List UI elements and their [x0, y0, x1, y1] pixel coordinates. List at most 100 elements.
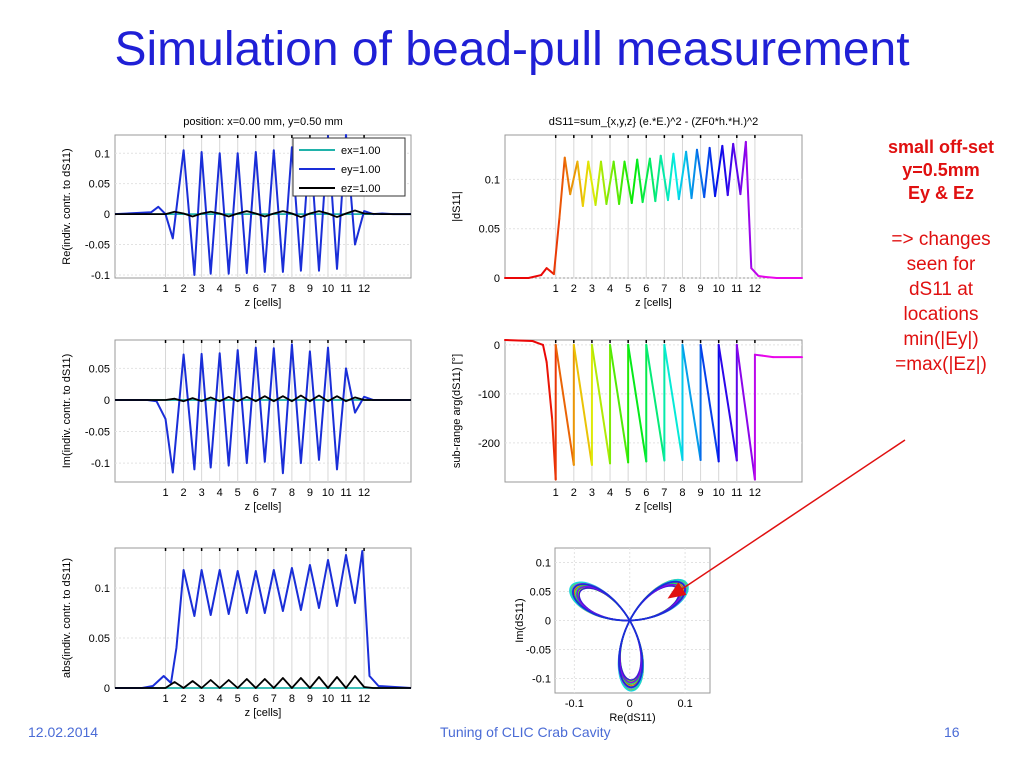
x-tick-label: 5 [235, 693, 241, 705]
note-line-7: locations [903, 304, 979, 325]
series-segment [540, 267, 548, 277]
x-tick-label: 11 [731, 283, 742, 295]
legend-entry: ex=1.00 [341, 145, 380, 157]
series-segment [504, 339, 534, 342]
x-tick-label: 9 [698, 283, 704, 295]
series-segment [605, 160, 615, 206]
x-tick-label: 12 [358, 487, 370, 499]
series-segment [645, 343, 666, 462]
x-tick-label: 12 [358, 283, 370, 295]
x-tick-label: 8 [289, 487, 295, 499]
y-tick-label: 0.05 [479, 224, 500, 236]
x-tick-label: 0 [627, 698, 633, 710]
x-tick-label: 2 [181, 283, 187, 295]
y-tick-label: 0.1 [536, 558, 551, 570]
x-tick-label: 5 [235, 283, 241, 295]
x-tick-label: 9 [307, 693, 313, 705]
x-tick-label: 7 [271, 693, 277, 705]
x-tick-label: 4 [607, 487, 613, 499]
legend-box [292, 137, 406, 197]
series-segment [627, 343, 648, 463]
x-tick-label: 6 [253, 693, 259, 705]
series-segment [599, 160, 608, 206]
series-line-ey [115, 343, 411, 475]
plot-frame [504, 339, 803, 483]
footer-page: 16 [944, 724, 960, 740]
x-tick-label: -0.1 [565, 698, 584, 710]
plot-frame [114, 339, 412, 483]
series-segment [563, 156, 572, 196]
y-tick-label: 0 [494, 273, 500, 285]
x-axis-label: z [cells] [635, 501, 672, 513]
series-segment [558, 156, 566, 220]
y-tick-label: 0 [104, 683, 110, 695]
x-tick-label: 1 [162, 487, 168, 499]
series-segment [739, 140, 747, 196]
y-axis-label: Im(dS11) [514, 598, 526, 642]
series-segment [623, 160, 633, 205]
series-segment [542, 343, 548, 364]
series-segment [714, 144, 724, 198]
side-note: small off-set y=0.5mm Ey & Ez => changes… [858, 136, 1024, 377]
x-tick-label: 3 [589, 283, 595, 295]
x-tick-label: 4 [217, 693, 223, 705]
y-tick-label: 0 [104, 395, 110, 407]
series-segment [695, 148, 706, 199]
x-tick-label: 8 [289, 693, 295, 705]
y-tick-label: 0 [494, 340, 500, 352]
plot-frame [114, 547, 412, 689]
series-segment [744, 140, 753, 270]
x-tick-label: 2 [181, 487, 187, 499]
x-tick-label: 9 [698, 487, 704, 499]
y-tick-label: 0.1 [485, 174, 500, 186]
series-segment [612, 160, 621, 206]
series-segment [590, 343, 612, 465]
y-axis-label: Im(indiv. contr. to dS11) [61, 354, 73, 469]
x-tick-label: 1 [162, 693, 168, 705]
series-segment [753, 353, 764, 357]
y-tick-label: 0.05 [89, 363, 110, 375]
series-segment [659, 154, 669, 202]
series-segment [672, 152, 680, 201]
y-tick-label: 0.05 [89, 179, 110, 191]
series-segment [636, 158, 644, 204]
series-segment [527, 274, 543, 279]
series-segment [576, 160, 584, 208]
x-tick-label: 11 [340, 693, 351, 705]
x-axis-label: Re(dS11) [609, 712, 655, 724]
x-tick-label: 7 [661, 487, 667, 499]
x-tick-label: 10 [322, 283, 334, 295]
series-segment [641, 157, 651, 204]
series-segment [581, 160, 590, 208]
x-tick-label: 3 [199, 487, 205, 499]
x-tick-label: 7 [271, 487, 277, 499]
note-line-1: small off-set [887, 137, 995, 157]
y-tick-label: 0.05 [89, 633, 110, 645]
series-segment [609, 343, 630, 464]
x-tick-label: 1 [553, 487, 559, 499]
x-tick-label: 6 [643, 487, 649, 499]
y-tick-label: 0.05 [530, 587, 551, 599]
legend-entry: ey=1.00 [341, 164, 380, 176]
x-axis-label: z [cells] [635, 297, 672, 309]
series-segment [666, 152, 675, 202]
x-tick-label: 5 [625, 487, 631, 499]
y-tick-label: -100 [478, 389, 500, 401]
x-tick-label: 9 [307, 283, 313, 295]
x-axis-label: z [cells] [245, 707, 282, 719]
y-tick-label: -0.05 [85, 427, 110, 439]
x-tick-label: 4 [217, 487, 223, 499]
y-axis-label: |dS11| [451, 191, 463, 222]
series-segment [757, 275, 767, 279]
note-line-8: min(|Ey|) [903, 329, 979, 350]
x-tick-label: 10 [713, 283, 725, 295]
series-segment [531, 339, 545, 346]
slide-title: Simulation of bead-pull measurement [114, 23, 910, 76]
x-tick-label: 6 [253, 487, 259, 499]
y-tick-label: 0.1 [95, 148, 110, 160]
series-segment [594, 160, 602, 207]
y-tick-label: -0.1 [532, 674, 551, 686]
x-tick-label: 11 [340, 487, 351, 499]
chart-title: position: x=0.00 mm, y=0.50 mm [183, 116, 343, 128]
